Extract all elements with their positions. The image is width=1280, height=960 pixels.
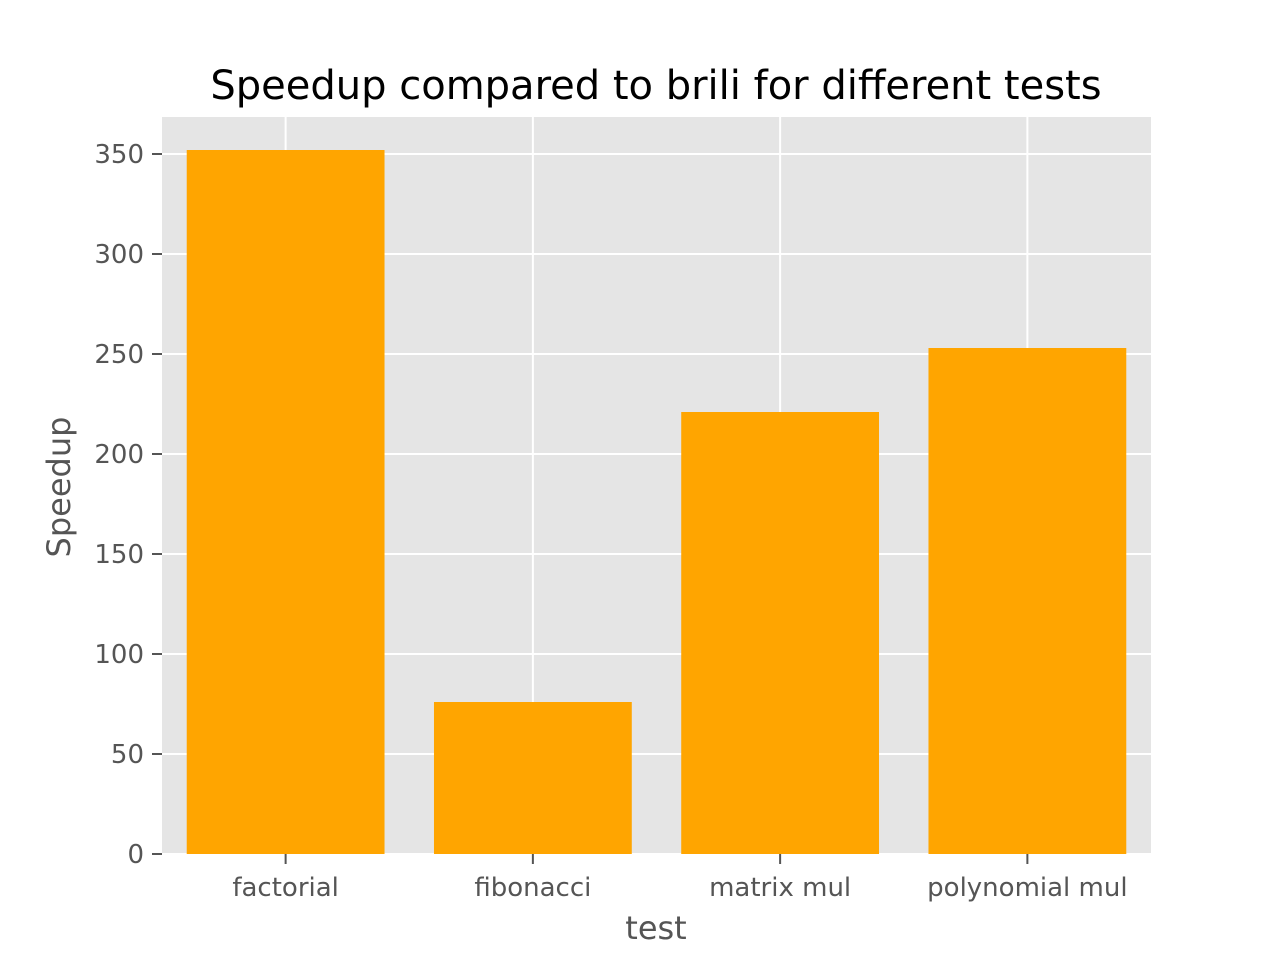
x-axis-ticks: factorial fibonacci matrix mul polynomial m… [232, 854, 1128, 903]
x-tick-label: matrix mul [709, 873, 851, 903]
bar [928, 348, 1127, 854]
y-tick-label: 200 [94, 440, 144, 470]
x-axis-label: test [625, 909, 686, 947]
y-tick-label: 250 [94, 340, 144, 370]
y-axis-label: Speedup [40, 417, 78, 558]
y-tick-label: 100 [94, 640, 144, 670]
bars [186, 150, 1127, 854]
chart-title: Speedup compared to brili for different … [210, 63, 1101, 109]
y-axis-ticks: 0 50 100 150 200 250 300 350 [94, 140, 162, 870]
x-tick-label: factorial [232, 873, 339, 903]
y-tick-label: 50 [111, 740, 144, 770]
bar [186, 150, 385, 854]
y-tick-label: 0 [127, 840, 144, 870]
bar [681, 412, 880, 854]
y-tick-label: 300 [94, 240, 144, 270]
bar [433, 702, 632, 854]
y-tick-label: 150 [94, 540, 144, 570]
x-tick-label: polynomial mul [927, 873, 1127, 903]
y-tick-label: 350 [94, 140, 144, 170]
x-tick-label: fibonacci [474, 873, 591, 903]
